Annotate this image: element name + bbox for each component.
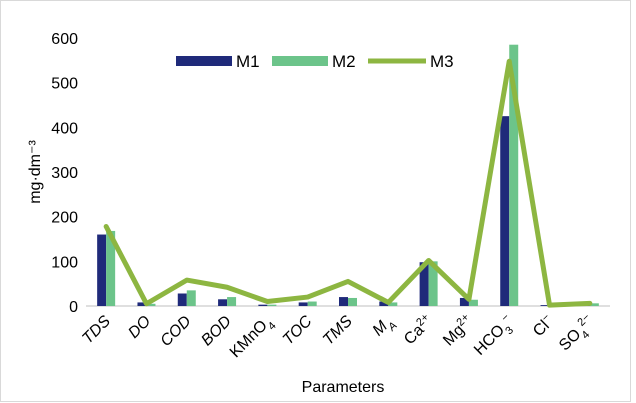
bar-m2	[428, 261, 438, 306]
legend-swatch-m2	[272, 56, 328, 66]
bar-m1	[258, 304, 268, 306]
bar-m2	[388, 302, 398, 306]
legend-swatch-m1	[176, 56, 232, 66]
y-tick-label: 400	[51, 120, 78, 137]
bar-m2	[307, 301, 317, 306]
bar-m2	[186, 290, 196, 306]
y-tick-label: 600	[51, 31, 78, 48]
y-axis-title: mg·dm⁻³	[27, 140, 44, 204]
y-tick-label: 0	[69, 299, 78, 316]
y-axis-ticks: 0 100 200 300 400 500 600	[51, 31, 78, 316]
bar-m2	[146, 303, 156, 306]
bar-m1	[298, 302, 308, 306]
bar-m1	[419, 262, 429, 306]
bar-m2	[509, 44, 519, 306]
lines-group	[103, 58, 593, 308]
bar-m1	[459, 297, 469, 306]
bar-m1	[177, 293, 187, 306]
y-tick-label: 300	[51, 165, 78, 182]
legend-label: M2	[332, 52, 356, 71]
bar-m1	[339, 297, 348, 306]
bar-m1	[540, 305, 550, 306]
legend-label: M1	[236, 52, 260, 71]
bars-group	[97, 44, 599, 307]
bar-m2	[348, 297, 357, 306]
bar-m2	[227, 297, 237, 306]
bar-m1	[500, 116, 510, 307]
bar-m1	[97, 234, 107, 306]
bar-m2	[106, 230, 116, 306]
legend-label: M3	[430, 52, 454, 71]
y-tick-label: 500	[51, 76, 78, 93]
x-axis-title: Parameters	[302, 379, 385, 396]
bar-m2	[589, 303, 599, 306]
legend: M1 M2 M3	[176, 52, 454, 71]
y-tick-label: 100	[51, 254, 78, 271]
y-tick-label: 200	[51, 210, 78, 227]
bar-m1	[218, 299, 228, 306]
bar-m2	[468, 299, 478, 306]
bar-m1	[137, 302, 147, 306]
line-m3	[103, 58, 593, 308]
bar-m2	[267, 304, 277, 306]
bar-m1	[379, 301, 389, 306]
